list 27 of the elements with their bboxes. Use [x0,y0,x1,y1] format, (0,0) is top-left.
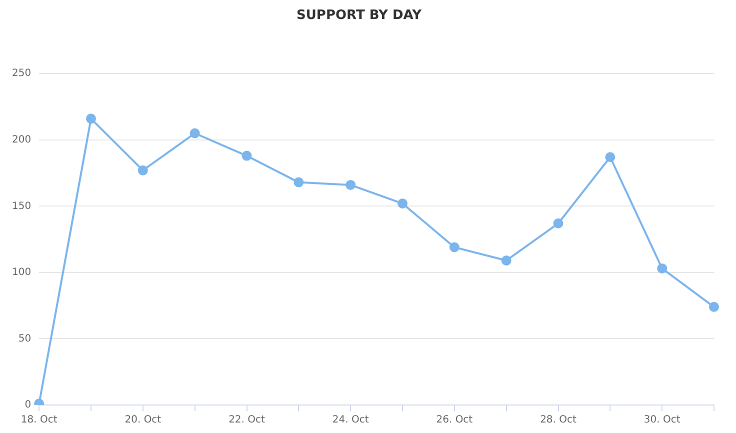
point [449,242,460,252]
point [138,165,148,176]
y-tick-label: 200 [12,134,32,146]
point [190,128,200,138]
y-tick-label: 150 [12,200,32,212]
point [86,114,96,124]
x-tick-label: 18. Oct [20,414,58,426]
x-tick-label: 26. Oct [436,414,473,426]
chart-title: SUPPORT BY DAY [296,8,422,24]
point [605,152,616,162]
point [709,302,719,312]
y-tick-label: 50 [18,333,32,344]
x-tick-label: 28. Oct [540,414,577,426]
point [553,218,564,228]
x-tick-label: 30. Oct [644,414,680,426]
point [657,263,668,274]
point [501,256,512,266]
x-tick-label: 20. Oct [124,414,162,426]
y-tick-label: 0 [24,400,32,411]
x-tick-label: 24. Oct [332,414,369,426]
x-tick-label: 22. Oct [228,414,266,426]
point [294,177,304,188]
y-tick-label: 250 [12,68,32,80]
point [242,150,252,161]
y-tick-label: 100 [12,267,32,278]
point [398,198,408,209]
point [346,180,356,190]
